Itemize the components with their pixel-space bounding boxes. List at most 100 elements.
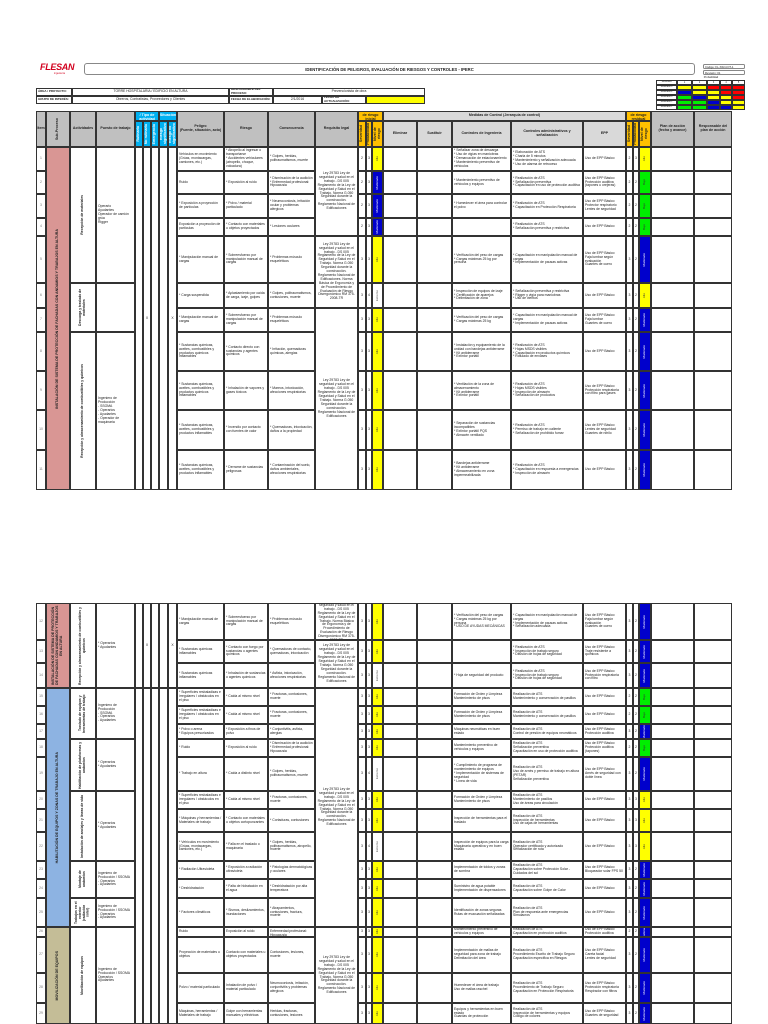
puesto-cell: * Operarios * Ayudantes	[96, 791, 135, 861]
puesto-cell: Operario Ayudantes Operador de camión gr…	[96, 147, 135, 283]
matrix-title: Probabilidad	[677, 76, 745, 80]
residual-probability-text: 2	[635, 867, 637, 872]
action-plan-responsible-cell	[694, 194, 732, 218]
matrix-cell	[692, 105, 707, 110]
substitute-cell	[417, 937, 452, 973]
residual-probability-text: 2	[635, 929, 637, 934]
residual-severity: 2	[626, 194, 633, 218]
item-number-text: 3	[40, 203, 42, 208]
administrative-controls-cell: * Realización de ATS * Inspección de tra…	[511, 663, 583, 688]
fecha-actualizacion-value[interactable]	[366, 96, 425, 104]
ppe-cell: Uso de EPP Básico	[583, 832, 626, 861]
residual-risk-level-text: Bajo	[642, 179, 647, 186]
initial-probability: 3	[366, 879, 372, 898]
consequence-cell-text: * Patologías dermatológicas y oculares	[270, 865, 313, 873]
consequence-cell-text: * Fracturas, contusiones, muerte	[270, 710, 308, 718]
header-condiciones: Condiciones / Tipo de actividad	[135, 111, 159, 121]
grupo-value: Obreros, Contratistas, Proveedores y Cli…	[72, 96, 229, 104]
action-plan-cell	[651, 308, 694, 332]
ppe-cell-text: Uso de EPP Básico	[585, 694, 615, 699]
action-plan-responsible-cell	[694, 791, 732, 809]
matrix-row-label: Severidad 2	[656, 100, 677, 105]
risk-cell-text: * Caída al mismo nivel	[226, 797, 260, 802]
initial-severity-text: 3	[361, 745, 363, 750]
area-value: TORRE HOSPITALARIA / EDIFICIO EN ALTURA	[72, 88, 229, 96]
eliminate-cell	[383, 236, 417, 283]
initial-probability-text: 3	[368, 427, 370, 432]
header-puesto-text: Puesto de trabajo	[100, 126, 131, 131]
ppe-cell-text: Uso de EPP Básico Protección respiratori…	[585, 668, 619, 681]
residual-probability-text: 2	[635, 694, 637, 699]
residual-probability-text: 2	[635, 985, 637, 990]
residual-risk-level-text: Moderado	[642, 344, 647, 359]
residual-risk-level: Alto	[639, 832, 651, 861]
action-plan-cell	[651, 832, 694, 861]
residual-severity-text: 3	[628, 672, 631, 677]
residual-risk-level-text: Moderado	[642, 724, 647, 739]
residual-probability: 2	[633, 194, 639, 218]
initial-probability-text: 3	[368, 224, 370, 229]
ppe-cell: Uso de EPP Básico	[583, 450, 626, 490]
engineering-controls-cell-text: Suministro de agua potable Implementació…	[454, 883, 506, 892]
item-number: 1	[36, 147, 46, 171]
risk-cell: Contacto con materiales u objetos proyec…	[224, 937, 268, 973]
consequence-cell-text: * Golpes, heridas, politraumatismos, atr…	[270, 839, 312, 852]
tipo-actividad-cell	[135, 147, 143, 490]
action-plan-responsible-cell	[694, 332, 732, 371]
consequence-cell: * Problemas músculo esqueléticos	[268, 308, 315, 332]
header-residual: Evaluación de riesgo residual	[626, 111, 651, 121]
residual-risk-level: Moderado	[639, 898, 651, 927]
risk-cell: * Sobreesfuerzo por manipulación manual …	[224, 603, 268, 640]
initial-risk-level-text: Alto	[374, 256, 379, 263]
initial-probability-text: 3	[368, 256, 370, 261]
initial-risk-level: Alto	[372, 879, 383, 898]
ppe-cell-text: Uso de EPP Básico	[585, 817, 615, 822]
action-plan-cell	[651, 236, 694, 283]
hazard-cell-text: Vehículos en movimiento (Grúas, montacar…	[179, 152, 217, 164]
risk-cell-text: * Caída a distinto nivel	[226, 771, 260, 776]
residual-severity-text: 3	[628, 1010, 631, 1015]
hazard-cell-text: * Carga suspendida	[179, 292, 209, 297]
consequence-cell: * Cortaduras, contusiones	[268, 809, 315, 832]
ppe-cell: Uso de EPP Básico Protección respiratori…	[583, 371, 626, 410]
initial-probability-text: 3	[368, 1010, 370, 1015]
initial-risk-level: Alto	[372, 603, 383, 640]
matrix-cell	[707, 90, 720, 95]
risk-cell: Inhalación de polvo / material particula…	[224, 973, 268, 1003]
ppe-cell-text: Uso de EPP Básico Protección respiratori…	[585, 383, 619, 396]
header-severidad-text: Severidad	[359, 125, 364, 143]
tipo-actividad-cell	[159, 603, 168, 688]
process-band: HABILITACIÓN DE EQUIPOS Y ZONAS DE TRABA…	[46, 688, 70, 927]
header-epp: EPP	[583, 121, 626, 147]
flesan-logo: FLESAN ingeniería	[40, 62, 78, 76]
risk-cell: Exposición al ruido	[224, 927, 268, 937]
consequence-cell-text: * Cortaduras, contusiones	[270, 817, 310, 822]
administrative-controls-cell: Realización de ATS Plan de respuesta ant…	[511, 898, 583, 927]
residual-probability: 2	[633, 688, 639, 706]
administrative-controls-cell: * Realización de ATS * Señalización prev…	[511, 218, 583, 236]
initial-severity: 2	[358, 218, 366, 236]
residual-risk-level: Moderado	[639, 236, 651, 283]
initial-probability-text: 4	[368, 771, 370, 776]
action-plan-cell	[651, 147, 694, 171]
initial-probability-text: 3	[368, 952, 370, 957]
residual-risk-level: Moderado	[639, 371, 651, 410]
consequence-cell: * Golpes, heridas, politraumatismos, atr…	[268, 832, 315, 861]
risk-cell-text: * Polvo / material particulado	[226, 201, 252, 209]
item-number: 5	[36, 236, 46, 283]
residual-risk-level-text: Moderado	[642, 881, 647, 896]
substitute-cell	[417, 410, 452, 450]
item-number: 11	[36, 450, 46, 490]
initial-severity: 3	[358, 236, 366, 283]
initial-risk-level: Extremo	[372, 283, 383, 308]
residual-probability-text: 2	[635, 1010, 637, 1015]
ppe-cell-text: Uso de EPP Básico	[585, 843, 615, 848]
item-number: 7	[36, 308, 46, 332]
item-number: 10	[36, 410, 46, 450]
residual-probability-text: 2	[635, 387, 637, 392]
initial-risk-level-text: Extremo	[374, 669, 379, 682]
initial-risk-level-text: Extremo	[374, 840, 379, 853]
risk-cell-text: * Contacto con fuego por sustancias o ag…	[226, 644, 264, 657]
residual-severity: 3	[626, 937, 633, 973]
document-code: Código: FL-SSO-IOT-1	[703, 64, 745, 69]
